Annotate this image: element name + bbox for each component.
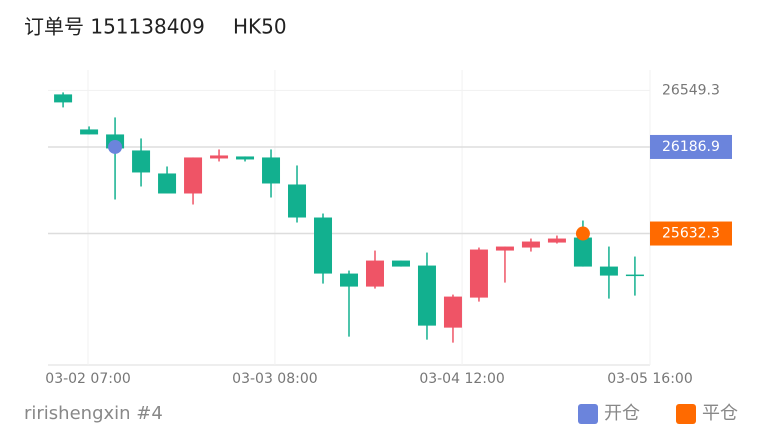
candle-body (573, 237, 592, 267)
legend-label: 平仓 (702, 403, 738, 424)
order-title: 订单号 151138409 (24, 15, 205, 39)
candle-body (210, 155, 229, 159)
candle-body (80, 129, 99, 135)
candle-body (495, 246, 514, 251)
trade-marker (108, 139, 123, 154)
candle-body (288, 184, 307, 218)
candle-body (236, 156, 255, 160)
candle-body (391, 260, 410, 267)
trade-marker (575, 226, 590, 241)
candle-body (443, 296, 462, 328)
candle-body (262, 157, 281, 184)
candle-body (417, 265, 436, 326)
price-label: 25632.3 (662, 226, 720, 242)
candle-body (54, 94, 73, 103)
candle-body (184, 157, 203, 194)
candle-body (340, 273, 358, 287)
x-tick-label: 03-02 07:00 (45, 371, 130, 387)
legend-swatch (676, 404, 696, 424)
price-label: 26186.9 (662, 139, 720, 155)
x-tick-label: 03-04 12:00 (419, 371, 504, 387)
candle-body (599, 266, 618, 276)
candle-body (547, 238, 566, 243)
footer: ririshengxin #4 (24, 403, 163, 424)
price-label-box (650, 221, 732, 246)
price-label-box (650, 134, 732, 159)
candle-body (469, 249, 488, 298)
legend-swatch (578, 404, 598, 424)
candle-body (365, 260, 384, 287)
candle-body (625, 274, 644, 277)
x-tick-label: 03-03 08:00 (232, 371, 317, 387)
legend-label: 开仓 (604, 403, 640, 424)
candle-body (132, 150, 151, 173)
candle-body (521, 241, 540, 248)
candle-body (158, 173, 177, 194)
x-tick-label: 03-05 16:00 (607, 371, 692, 387)
symbol: HK50 (233, 15, 287, 39)
y-tick-label: 26549.3 (662, 82, 720, 98)
candle-body (314, 217, 333, 274)
